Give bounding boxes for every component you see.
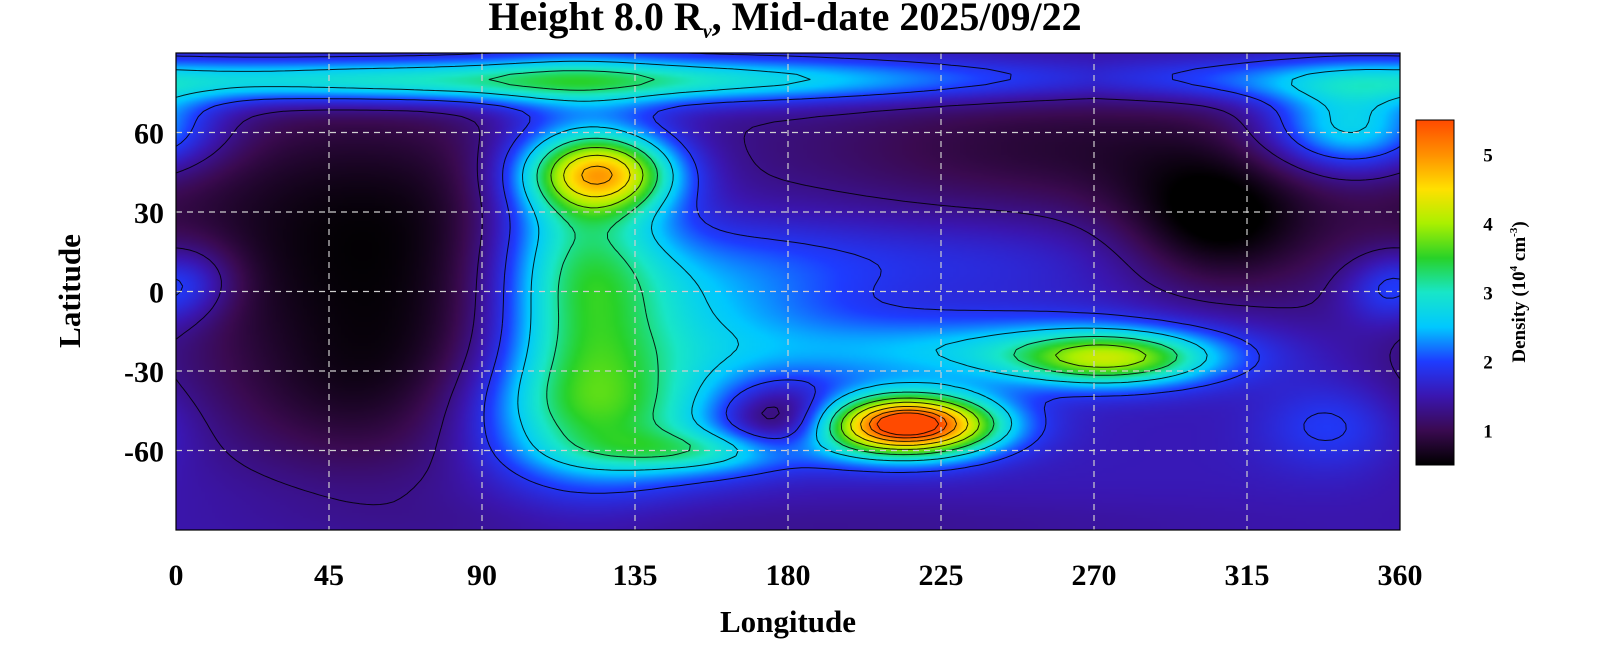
colorbar-ticks: 1 2 3 4 5 (1483, 146, 1493, 443)
y-tick-label: -30 (124, 356, 164, 389)
title-suffix: , Mid-date 2025/09/22 (712, 0, 1082, 39)
title-prefix: Height 8.0 R (488, 0, 704, 39)
contour-level-4 (550, 147, 1147, 450)
contour-level-7 (868, 409, 948, 439)
x-tick-label: 360 (1378, 559, 1423, 592)
chart-title: Height 8.0 Rv, Mid-date 2025/09/22 (488, 0, 1081, 43)
y-tick-label: 30 (134, 197, 164, 230)
x-tick-label: 135 (613, 559, 658, 592)
colorbar-tick-label: 5 (1483, 146, 1493, 167)
plot-frame (175, 52, 1401, 531)
plot-area (175, 52, 1401, 531)
x-tick-label: 180 (766, 559, 811, 592)
colorbar-tick-label: 4 (1483, 215, 1493, 236)
x-tick-label: 270 (1072, 559, 1117, 592)
y-tick-label: 60 (134, 118, 164, 151)
colorbar-label-pre: Density (10 (1509, 271, 1530, 362)
x-axis-ticks: 0 45 90 135 180 225 270 315 360 (169, 559, 1423, 592)
y-tick-label: 0 (149, 277, 164, 310)
contour-level-8 (876, 412, 940, 436)
x-tick-label: 315 (1225, 559, 1270, 592)
colorbar-label-post: ) (1509, 221, 1530, 227)
contour-level-6 (581, 165, 958, 442)
y-axis-ticks: 60 30 0 -30 -60 (124, 118, 164, 469)
grid-lines (176, 53, 1400, 530)
title-subscript: v (703, 21, 713, 43)
contour-level-0 (175, 98, 1401, 506)
colorbar-label-exp1: 4 (1508, 265, 1520, 271)
colorbar-tick-label: 1 (1483, 422, 1493, 443)
x-tick-label: 225 (919, 559, 964, 592)
contour-level-3 (488, 70, 1178, 458)
colorbar-label-exp2: -3 (1508, 227, 1520, 237)
x-tick-label: 0 (169, 559, 184, 592)
contour-level-2 (175, 60, 1401, 471)
x-tick-label: 45 (314, 559, 344, 592)
contour-level-1 (175, 52, 1401, 494)
colorbar-label: Density (104 cm-3) (1508, 221, 1530, 362)
colorbar-tick-label: 2 (1483, 353, 1493, 374)
colorbar-label-mid: cm (1509, 237, 1530, 266)
contour-lines (175, 52, 1401, 506)
x-tick-label: 90 (467, 559, 497, 592)
y-axis-label: Latitude (52, 234, 87, 348)
x-axis-label: Longitude (720, 604, 856, 639)
y-tick-label: -60 (124, 436, 164, 469)
colorbar-tick-label: 3 (1483, 284, 1493, 305)
colorbar-gradient (1415, 119, 1455, 466)
